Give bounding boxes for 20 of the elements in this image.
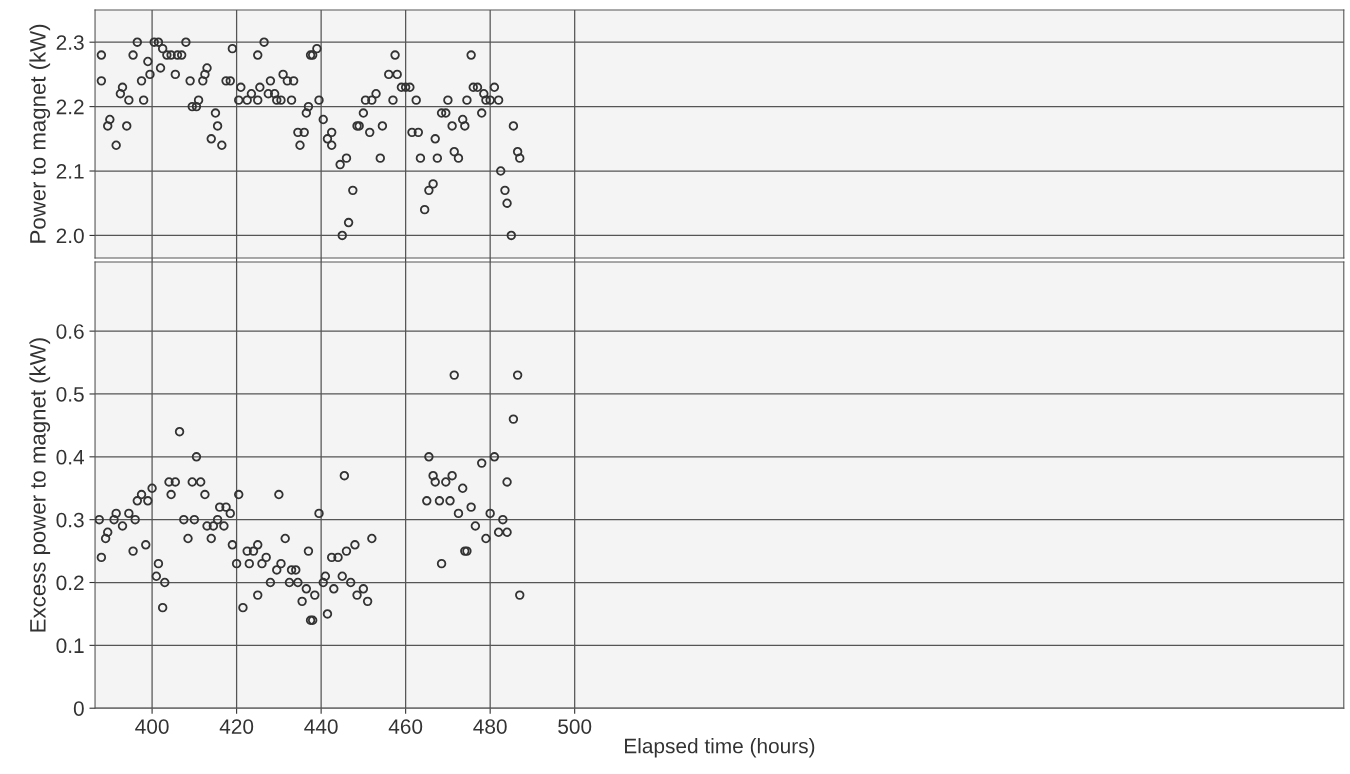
x-axis-title: Elapsed time (hours) — [625, 738, 815, 758]
y-tick-label: 2.2 — [56, 99, 84, 115]
x-tick-label: 440 — [304, 719, 338, 734]
y-axis-title: Excess power to magnet (kW) — [29, 338, 51, 632]
y-axis-title: Power to magnet (kW) — [29, 24, 51, 243]
y-tick-label: 0.3 — [56, 512, 84, 528]
y-tick-label: 0.6 — [56, 324, 84, 339]
x-tick-label: 400 — [135, 719, 169, 734]
y-tick-label: 0.2 — [56, 575, 84, 591]
y-tick-label: 0 — [73, 701, 84, 716]
y-tick-label: 0.5 — [56, 386, 84, 402]
y-tick-label: 2.1 — [56, 164, 84, 179]
x-tick-label: 420 — [219, 719, 254, 734]
x-tick-label: 460 — [388, 719, 423, 734]
y-tick-label: 0.4 — [56, 449, 85, 465]
x-tick-label: 480 — [473, 719, 507, 734]
y-tick-label: 2.0 — [56, 228, 84, 244]
x-tick-label: 500 — [558, 719, 592, 734]
y-tick-label: 2.3 — [56, 35, 84, 50]
y-tick-label: 0.1 — [56, 638, 84, 654]
